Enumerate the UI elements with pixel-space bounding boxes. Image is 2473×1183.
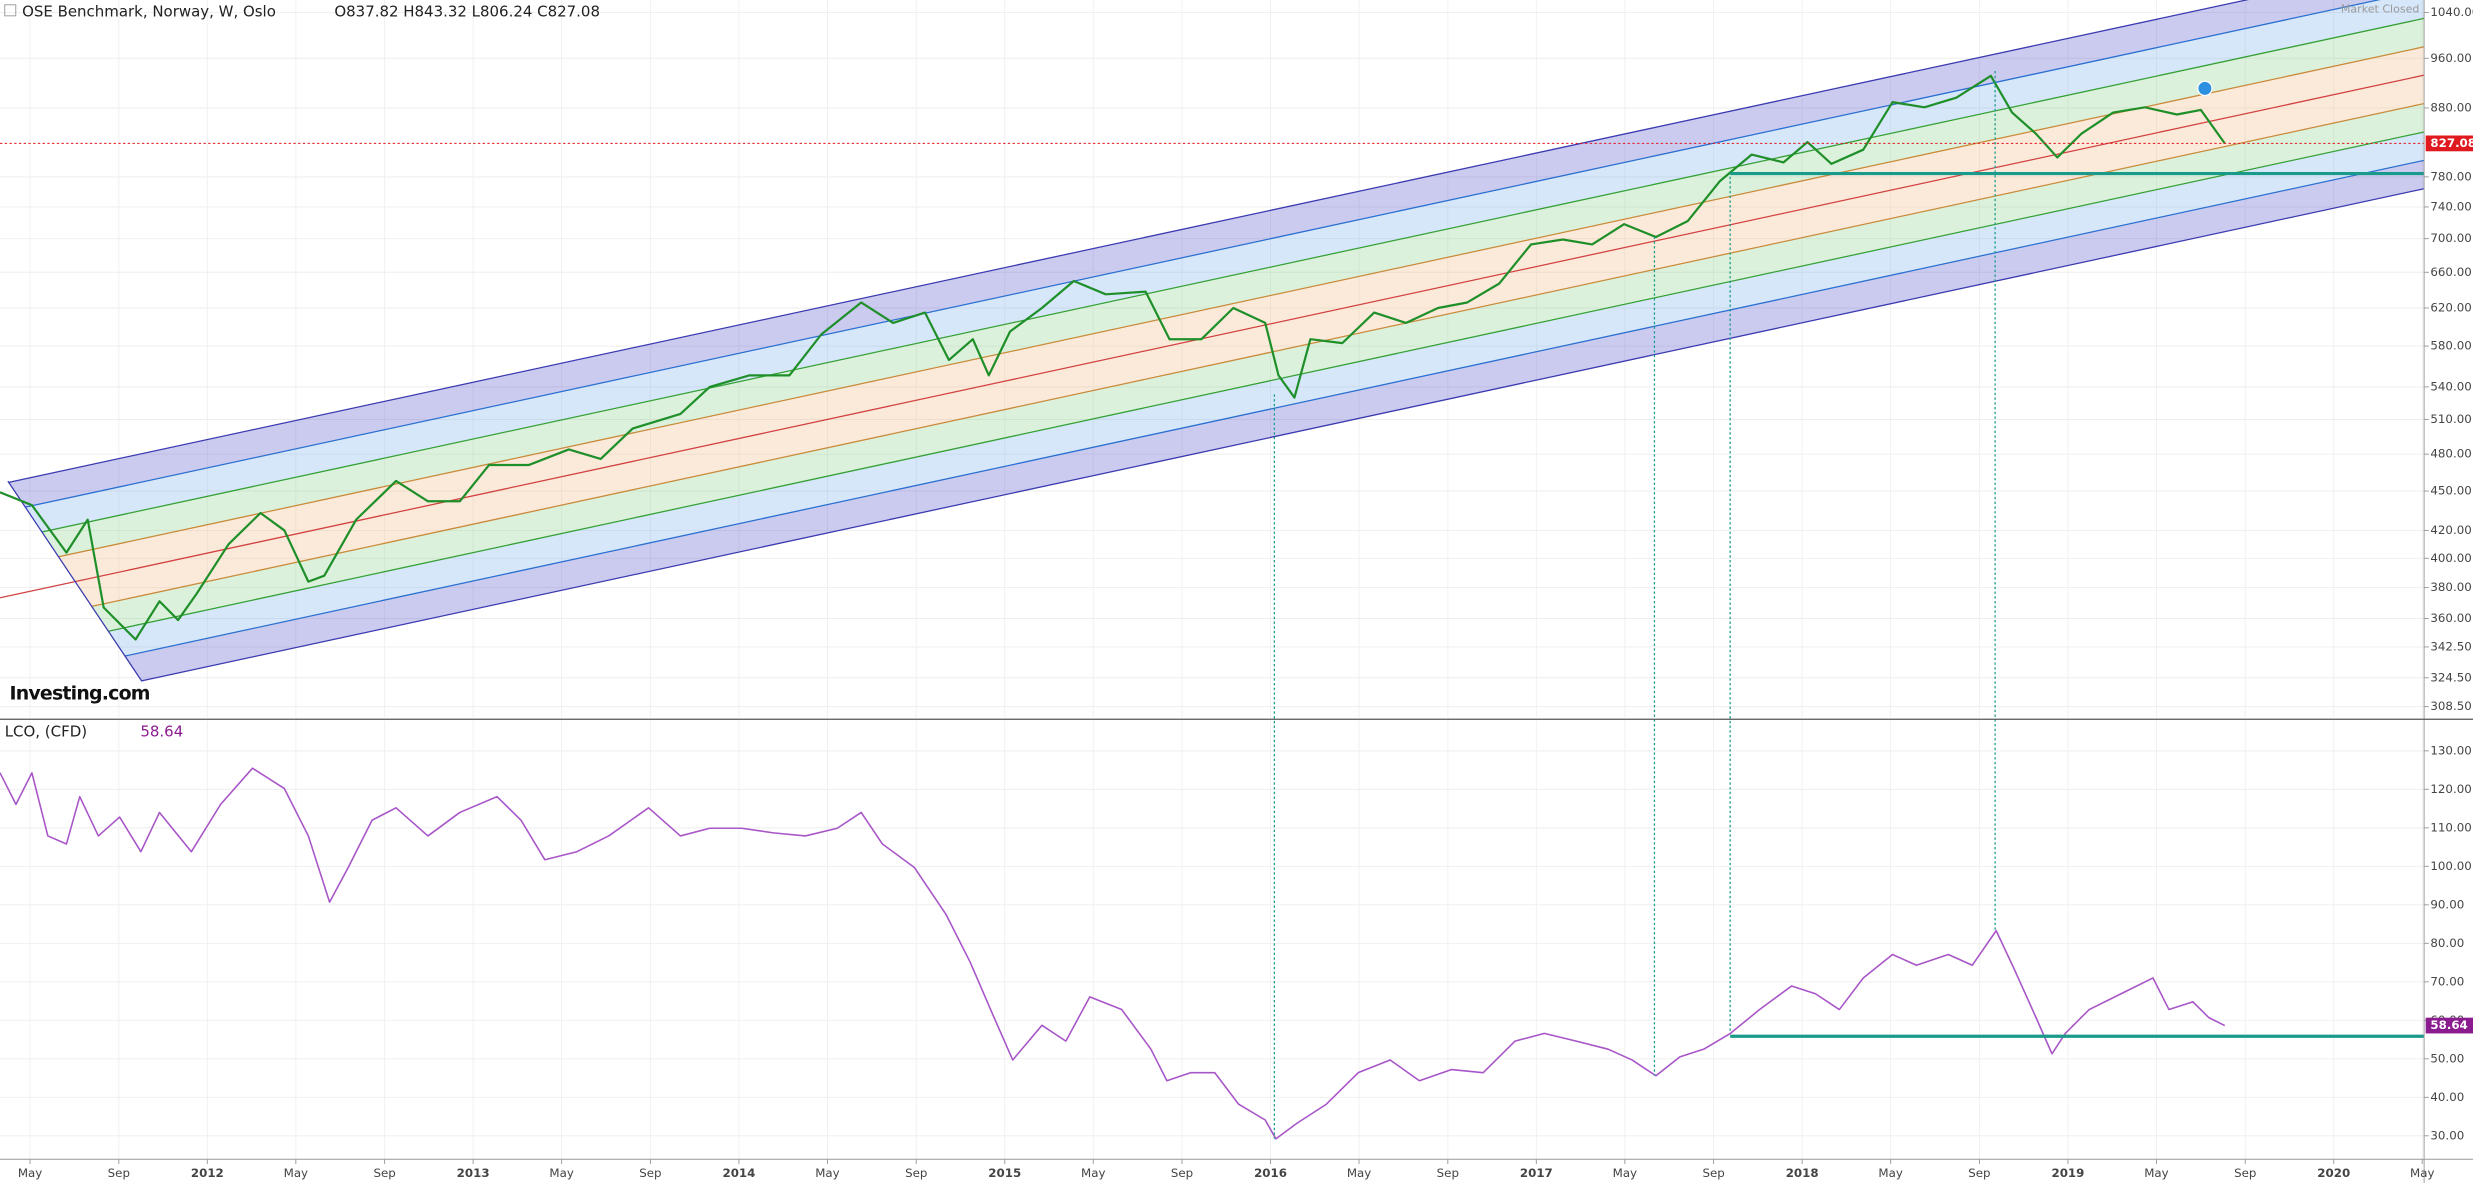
- y-tick-label: 420.00: [2430, 523, 2471, 537]
- y-tick-label: 90.00: [2430, 897, 2464, 911]
- y-tick-label: 1040.00: [2430, 5, 2473, 19]
- y-tick-label: 880.00: [2430, 100, 2471, 114]
- x-tick-label: May: [284, 1166, 308, 1180]
- x-tick-label: 2020: [2317, 1166, 2350, 1180]
- watermark: Investing.com: [9, 683, 149, 705]
- y-tick-label: 580.00: [2430, 339, 2471, 353]
- price-line: [0, 767, 2226, 1140]
- event-marker: [2197, 80, 2213, 97]
- channel-band: [124, 160, 2425, 681]
- y-tick-label: 342.50: [2430, 639, 2471, 653]
- y-tick-label: 130.00: [2430, 743, 2471, 757]
- channel-line: [41, 17, 2425, 533]
- chart-title: OSE Benchmark, Norway, W, Oslo: [22, 2, 276, 20]
- x-tick-label: 2012: [191, 1166, 224, 1180]
- y-tick-label: 400.00: [2430, 551, 2471, 565]
- x-tick-label: 2018: [1786, 1166, 1819, 1180]
- channel-line: [0, 74, 2425, 599]
- x-tick-label: Sep: [1171, 1166, 1193, 1180]
- channel-line: [58, 46, 2425, 558]
- channel-line: [141, 188, 2425, 682]
- x-tick-label: Sep: [639, 1166, 661, 1180]
- collapse-icon[interactable]: [4, 4, 17, 17]
- channel-line: [108, 131, 2425, 632]
- market-status: Market Closed: [2341, 3, 2419, 16]
- last-price-label: 827.08: [2430, 136, 2473, 150]
- y-tick-label: 380.00: [2430, 580, 2471, 594]
- x-tick-label: 2014: [722, 1166, 755, 1180]
- pitchfork-channel: [0, 0, 2425, 682]
- channel-line: [25, 0, 2381, 508]
- x-tick-label: Sep: [1968, 1166, 1990, 1180]
- x-tick-label: May: [1081, 1166, 1105, 1180]
- channel-line: [124, 159, 2425, 657]
- channel-band: [75, 75, 2425, 607]
- annotations: [0, 71, 2425, 1139]
- last-price-box: [2425, 135, 2473, 152]
- x-tick-label: May: [2410, 1166, 2434, 1180]
- x-tick-label: May: [1347, 1166, 1371, 1180]
- x-tick-label: 2013: [457, 1166, 490, 1180]
- y-tick-label: 360.00: [2430, 611, 2471, 625]
- x-tick-label: May: [549, 1166, 573, 1180]
- channel-band: [25, 0, 2425, 532]
- pitchfork-handle: [7, 480, 143, 682]
- y-tick-label: 70.00: [2430, 974, 2464, 988]
- y-tick-label: 540.00: [2430, 379, 2471, 393]
- x-tick-label: May: [2144, 1166, 2168, 1180]
- y-tick-label: 120.00: [2430, 782, 2471, 796]
- y-tick-label: 308.50: [2430, 699, 2471, 713]
- y-tick-label: 780.00: [2430, 169, 2471, 183]
- x-tick-label: Sep: [108, 1166, 130, 1180]
- y-tick-label: 110.00: [2430, 820, 2471, 834]
- y-tick-label: 700.00: [2430, 231, 2471, 245]
- y-tick-label: 30.00: [2430, 1128, 2464, 1142]
- panel-last-value: 58.64: [140, 722, 183, 740]
- y-tick-label: 960.00: [2430, 51, 2471, 65]
- x-tick-label: Sep: [1702, 1166, 1724, 1180]
- y-tick-label: 620.00: [2430, 300, 2471, 314]
- y-tick-label: 80.00: [2430, 936, 2464, 950]
- marks: [0, 74, 2226, 1140]
- y-tick-label: 324.50: [2430, 670, 2471, 684]
- channel-band: [58, 46, 2425, 582]
- channel-band: [8, 0, 2378, 508]
- panel-title: LCO, (CFD): [5, 722, 87, 740]
- price-line: [0, 74, 2226, 641]
- x-tick-label: May: [18, 1166, 42, 1180]
- y-tick-label: 480.00: [2430, 447, 2471, 461]
- x-tick-label: Sep: [1437, 1166, 1459, 1180]
- channel-band: [91, 103, 2425, 632]
- labels: OSE Benchmark, Norway, W, Oslo O837.82 H…: [4, 2, 2473, 1180]
- last-price-box: [2425, 1017, 2473, 1034]
- ohlc-header: O837.82 H843.32 L806.24 C827.08: [334, 2, 600, 20]
- x-tick-label: 2015: [988, 1166, 1021, 1180]
- x-tick-label: Sep: [2234, 1166, 2256, 1180]
- x-tick-label: 2017: [1520, 1166, 1553, 1180]
- y-tick-label: 510.00: [2430, 412, 2471, 426]
- channel-band: [41, 18, 2425, 557]
- x-tick-label: 2019: [2051, 1166, 2084, 1180]
- y-tick-label: 50.00: [2430, 1051, 2464, 1065]
- x-tick-label: Sep: [373, 1166, 395, 1180]
- channel-line: [8, 0, 2249, 483]
- y-tick-label: 660.00: [2430, 265, 2471, 279]
- channel-line: [91, 102, 2425, 608]
- x-tick-label: May: [815, 1166, 839, 1180]
- channel-band: [108, 131, 2425, 657]
- y-tick-label: 740.00: [2430, 199, 2471, 213]
- x-tick-label: Sep: [905, 1166, 927, 1180]
- last-price-label: 58.64: [2430, 1018, 2467, 1032]
- x-tick-label: May: [1878, 1166, 1902, 1180]
- x-tick-label: 2016: [1254, 1166, 1287, 1180]
- y-tick-label: 100.00: [2430, 859, 2471, 873]
- y-tick-label: 40.00: [2430, 1090, 2464, 1104]
- x-tick-label: May: [1613, 1166, 1637, 1180]
- y-tick-label: 450.00: [2430, 484, 2471, 498]
